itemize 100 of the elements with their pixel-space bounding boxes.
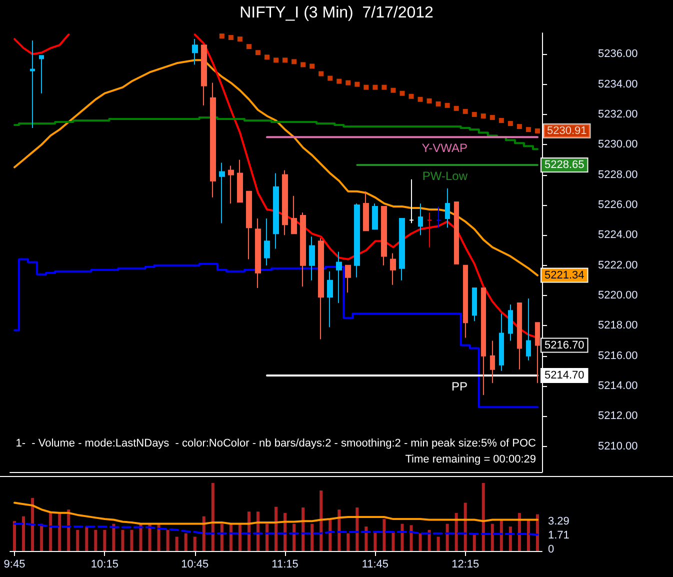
bar — [13, 521, 16, 551]
point — [454, 106, 459, 111]
series-label: PW-Low — [422, 169, 468, 183]
bar — [274, 506, 278, 551]
candlestick — [246, 190, 252, 260]
bar — [121, 530, 124, 551]
candlestick — [490, 340, 495, 384]
candlestick — [499, 313, 504, 372]
bar — [356, 507, 359, 551]
data-label: 5214.70 — [544, 369, 584, 382]
bar — [446, 524, 449, 551]
bar — [328, 520, 332, 551]
bar — [85, 526, 88, 551]
y-tick-label: 5236.00 — [598, 48, 638, 60]
bar — [382, 519, 386, 551]
annotation: 1- - Volume - mode:LastNDays - color:NoColor - nb bars/days:2 - smoothing:2 - min peak size:5% of POC — [16, 438, 536, 450]
bar — [292, 524, 296, 551]
point — [480, 113, 486, 118]
candlestick — [526, 298, 531, 361]
x-tick-label: 10:45 — [181, 558, 209, 570]
candlestick — [517, 302, 522, 370]
y-tick-label: 5214.00 — [598, 380, 638, 392]
point — [255, 50, 260, 56]
bar — [58, 512, 62, 551]
candlestick — [336, 251, 342, 304]
bar — [238, 524, 242, 551]
bar — [310, 524, 314, 551]
y-tick-label: 5224.00 — [598, 229, 638, 242]
candlestick — [300, 212, 306, 287]
data-label: 5230.91 — [546, 124, 587, 137]
bar — [67, 510, 70, 551]
x-tick-label: 11:45 — [362, 558, 389, 570]
point — [526, 127, 531, 132]
candlestick — [481, 287, 486, 396]
bar — [472, 533, 476, 551]
bar — [346, 533, 350, 551]
x-tick-label: 11:15 — [272, 558, 298, 570]
y-tick-label: 5218.00 — [598, 320, 638, 332]
candlestick — [409, 178, 414, 224]
bar — [175, 536, 178, 551]
bar — [526, 519, 530, 551]
candlestick — [228, 165, 234, 204]
annotation: Time remaining = 00:00:29 — [405, 454, 536, 466]
candlestick — [282, 170, 288, 236]
bar — [454, 512, 458, 551]
y-tick-label: 5228.00 — [598, 168, 638, 181]
point — [436, 101, 441, 106]
y-tick-label: 5234.00 — [598, 78, 638, 90]
point — [237, 36, 242, 42]
candlestick — [463, 264, 468, 338]
text: 0 — [548, 544, 554, 556]
bar — [464, 502, 467, 551]
text: 3.29 — [548, 516, 570, 528]
bar — [536, 514, 539, 551]
candlestick — [192, 38, 198, 66]
bar — [482, 483, 485, 551]
point — [264, 54, 270, 60]
y-tick-label: 5210.00 — [598, 440, 638, 452]
text: 1.71 — [548, 530, 570, 542]
candlestick — [39, 55, 44, 94]
bar — [265, 524, 268, 551]
bar — [302, 507, 305, 551]
point — [508, 121, 513, 126]
series-label: PP — [451, 379, 468, 394]
candlestick — [472, 287, 477, 322]
point — [408, 94, 414, 99]
point — [372, 84, 378, 90]
point — [418, 96, 423, 102]
candlestick — [210, 82, 216, 198]
candlestick — [381, 206, 387, 266]
candlestick — [219, 162, 225, 224]
point — [382, 84, 387, 90]
bar — [320, 490, 323, 551]
candlestick — [508, 304, 513, 342]
candlestick — [327, 270, 333, 328]
point — [426, 98, 432, 104]
point — [246, 44, 252, 50]
candlestick — [535, 322, 540, 384]
point — [490, 114, 495, 120]
bar — [418, 533, 422, 551]
bar — [392, 532, 395, 551]
point — [346, 80, 351, 86]
point — [472, 112, 477, 117]
point — [292, 59, 297, 64]
y-tick-label: 5232.00 — [598, 108, 638, 120]
y-tick-label: 5216.00 — [598, 350, 638, 362]
bar — [220, 524, 224, 551]
bar — [256, 512, 260, 551]
x-tick-label: 9:45 — [4, 558, 26, 570]
bar — [22, 516, 26, 551]
bar — [130, 530, 134, 551]
y-tick-label: 5222.00 — [598, 259, 638, 272]
data-label: 5221.34 — [544, 269, 584, 282]
bar — [166, 530, 170, 551]
candlestick — [354, 202, 360, 278]
point — [274, 58, 278, 63]
point — [462, 108, 468, 114]
bar — [410, 525, 413, 551]
bar — [211, 483, 214, 551]
point — [354, 82, 360, 87]
